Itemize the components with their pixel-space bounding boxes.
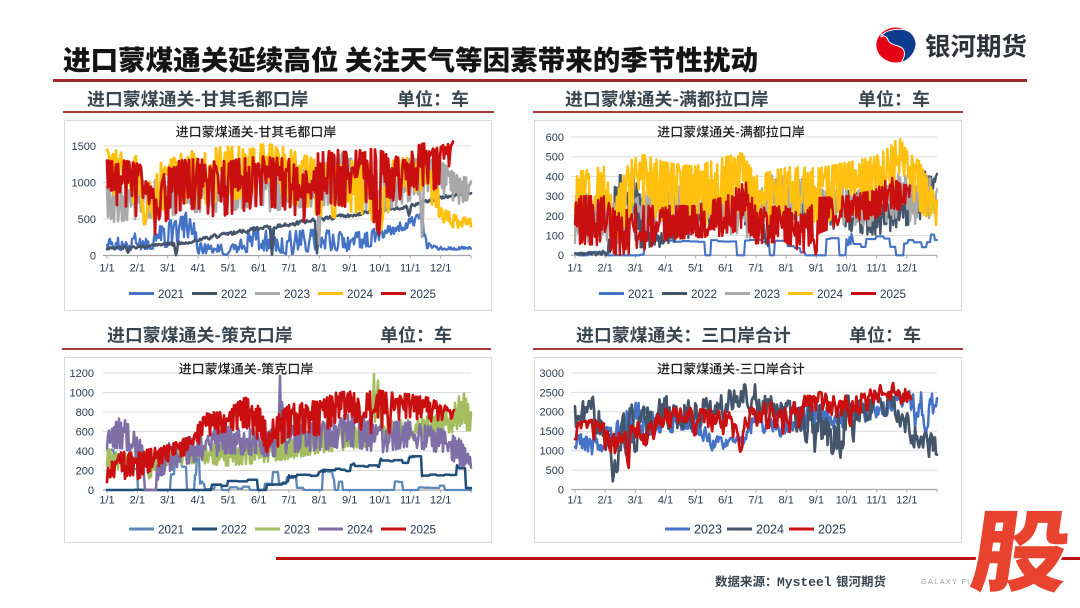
svg-text:2025: 2025 (880, 288, 907, 301)
svg-text:400: 400 (76, 446, 94, 458)
svg-text:8/1: 8/1 (312, 262, 327, 274)
svg-text:2022: 2022 (221, 523, 247, 536)
svg-text:1500: 1500 (72, 141, 96, 153)
svg-text:12/1: 12/1 (430, 494, 451, 506)
svg-text:10/1: 10/1 (369, 262, 390, 274)
svg-text:2023: 2023 (754, 288, 780, 301)
svg-text:0: 0 (88, 485, 94, 497)
svg-text:GALAXY FUTURES: GALAXY FUTURES (921, 577, 1005, 586)
svg-text:1/1: 1/1 (99, 262, 114, 274)
svg-text:7/1: 7/1 (281, 494, 296, 506)
svg-text:5/1: 5/1 (221, 262, 236, 274)
svg-text:8/1: 8/1 (312, 494, 327, 506)
svg-text:2/1: 2/1 (130, 494, 145, 506)
svg-text:500: 500 (546, 152, 564, 164)
svg-text:10/1: 10/1 (836, 494, 857, 506)
svg-text:2023: 2023 (284, 288, 310, 301)
svg-text:300: 300 (546, 191, 564, 203)
svg-text:2025: 2025 (818, 522, 846, 536)
svg-text:1200: 1200 (70, 368, 94, 380)
svg-text:2000: 2000 (540, 407, 564, 419)
svg-text:11/1: 11/1 (866, 494, 887, 506)
svg-text:11/1: 11/1 (400, 262, 421, 274)
svg-text:6/1: 6/1 (718, 262, 733, 274)
svg-text:1500: 1500 (540, 426, 564, 438)
svg-text:200: 200 (76, 465, 94, 477)
svg-text:9/1: 9/1 (342, 494, 357, 506)
svg-text:1/1: 1/1 (567, 494, 582, 506)
svg-text:2024: 2024 (756, 522, 784, 536)
svg-text:0: 0 (558, 484, 564, 496)
svg-text:6/1: 6/1 (251, 494, 266, 506)
svg-text:3/1: 3/1 (160, 494, 175, 506)
svg-text:9/1: 9/1 (342, 262, 357, 274)
svg-text:100: 100 (546, 231, 564, 243)
svg-text:7/1: 7/1 (748, 262, 763, 274)
svg-text:5/1: 5/1 (221, 494, 236, 506)
svg-text:10/1: 10/1 (369, 494, 390, 506)
svg-text:6/1: 6/1 (251, 262, 266, 274)
svg-text:Mysteel: Mysteel (777, 575, 832, 590)
svg-text:1/1: 1/1 (567, 262, 582, 274)
svg-text:9/1: 9/1 (809, 494, 824, 506)
svg-text:2025: 2025 (410, 288, 437, 301)
svg-text:500: 500 (546, 465, 564, 477)
svg-text:5/1: 5/1 (688, 262, 703, 274)
svg-text:2023: 2023 (284, 523, 310, 536)
svg-text:2/1: 2/1 (598, 262, 613, 274)
svg-text:3/1: 3/1 (628, 262, 643, 274)
svg-text:2/1: 2/1 (130, 262, 145, 274)
svg-text:2021: 2021 (628, 288, 654, 301)
svg-text:1000: 1000 (72, 177, 96, 189)
svg-text:4/1: 4/1 (658, 262, 673, 274)
svg-text:2024: 2024 (347, 523, 374, 536)
svg-text:2022: 2022 (221, 288, 247, 301)
svg-text:1000: 1000 (70, 387, 94, 399)
svg-text:1000: 1000 (540, 446, 564, 458)
svg-text:10/1: 10/1 (836, 262, 857, 274)
svg-text:3/1: 3/1 (628, 494, 643, 506)
svg-text:5/1: 5/1 (688, 494, 703, 506)
svg-text:12/1: 12/1 (430, 262, 451, 274)
svg-text:2021: 2021 (158, 288, 184, 301)
svg-text:1/1: 1/1 (99, 494, 114, 506)
svg-text:600: 600 (76, 426, 94, 438)
svg-text:7/1: 7/1 (281, 262, 296, 274)
svg-text:12/1: 12/1 (896, 262, 917, 274)
svg-text:2/1: 2/1 (598, 494, 613, 506)
svg-text:2021: 2021 (158, 523, 184, 536)
svg-text:2025: 2025 (410, 523, 437, 536)
svg-text:12/1: 12/1 (896, 494, 917, 506)
svg-text:200: 200 (546, 211, 564, 223)
svg-text:11/1: 11/1 (866, 262, 887, 274)
svg-text:3000: 3000 (540, 368, 564, 380)
svg-text:2022: 2022 (691, 288, 717, 301)
svg-text:2023: 2023 (694, 522, 722, 536)
svg-text:2500: 2500 (540, 387, 564, 399)
svg-text:8/1: 8/1 (779, 494, 794, 506)
svg-text:4/1: 4/1 (658, 494, 673, 506)
svg-text:3/1: 3/1 (160, 262, 175, 274)
svg-text:600: 600 (546, 132, 564, 144)
svg-text:0: 0 (90, 250, 96, 262)
svg-text:800: 800 (76, 407, 94, 419)
svg-text:4/1: 4/1 (190, 494, 205, 506)
svg-text:4/1: 4/1 (190, 262, 205, 274)
svg-text:6/1: 6/1 (718, 494, 733, 506)
svg-text:0: 0 (558, 250, 564, 262)
svg-text:2024: 2024 (817, 288, 844, 301)
svg-text:9/1: 9/1 (809, 262, 824, 274)
svg-text:500: 500 (78, 214, 96, 226)
svg-text:8/1: 8/1 (779, 262, 794, 274)
svg-text:11/1: 11/1 (400, 494, 421, 506)
svg-text:400: 400 (546, 171, 564, 183)
svg-text:2024: 2024 (347, 288, 374, 301)
svg-text:7/1: 7/1 (748, 494, 763, 506)
